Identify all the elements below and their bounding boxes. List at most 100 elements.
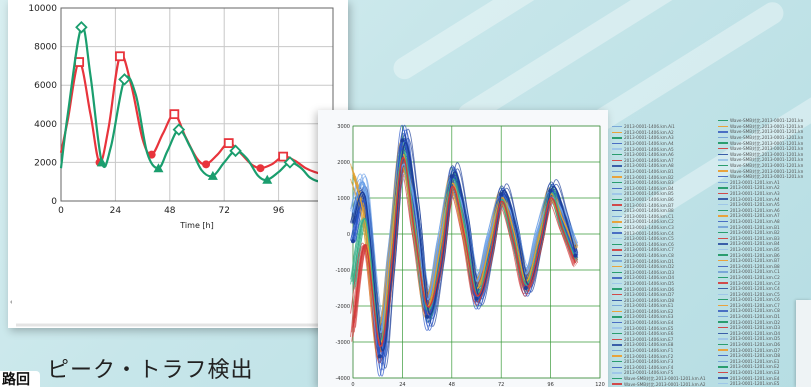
legend-label: 2013-0001-1406.km.F1 [624,348,674,354]
legend-swatch [612,305,622,307]
legend-label: 2013-0001-1406.km.D3 [624,269,675,275]
y-tick-label: -2000 [335,304,350,310]
legend-label: 2013-0001-1406.km.A2 [624,129,674,135]
legend-entry: 2013-0001-1406.km.C2 [612,219,710,225]
legend-label: 2013-0001-1406.km.D1 [624,258,675,264]
legend-entry: 2013-0001-1406.km.D3 [612,269,710,275]
legend-swatch [718,120,728,122]
legend-swatch [718,176,728,178]
legend-entry: 2013-0001-1406.km.C1 [612,214,710,220]
x-tick-label: 48 [449,382,455,387]
legend-entry: 2013-0001-1201.km.C4 [718,286,803,292]
legend-entry: 2013-0001-1406.km.D1 [612,258,710,264]
legend-swatch [612,210,622,212]
legend-swatch [612,383,622,385]
legend-entry: 2013-0001-1406.km.D2 [612,264,710,270]
legend-swatch [612,131,622,134]
x-tick-label: 72 [218,206,229,216]
legend-entry: Wave-SMB対比.2013-0001-1201.km.A3 [718,129,803,135]
legend-entry: 2013-0001-1406.km.E7 [612,337,710,343]
legend-label: 2013-0001-1201.km.D2 [730,319,781,325]
legend-label: 2013-0001-1201.km.A3 [730,191,780,197]
peak-marker [223,138,234,149]
legend-entry: Wave-SMB対比.2013-0001-1201.km.B2 [718,168,803,174]
legend-entry: 2013-0001-1201.km.C3 [718,280,803,286]
x-tick-label: 0 [351,382,354,387]
legend-label: 2013-0001-1406.km.C8 [624,252,674,258]
legend-label: 2013-0001-1406.km.B3 [624,180,674,186]
legend-label: 2013-0001-1201.km.D8 [730,353,781,359]
legend-entry: 2013-0001-1201.km.B6 [718,252,803,258]
legend-swatch [718,371,728,374]
legend-label: 2013-0001-1406.km.B4 [624,185,674,191]
legend-swatch [718,332,728,335]
legend-label: 2013-0001-1406.km.B8 [624,208,674,214]
legend-swatch [612,293,622,296]
extremum-marker [499,192,504,197]
legend-entry: 2013-0001-1406.km.E8 [612,342,710,348]
legend-entry: 2013-0001-1201.km.D6 [718,342,803,348]
legend-label: 2013-0001-1406.km.E6 [624,331,674,337]
trough-marker [202,160,211,169]
legend-entry: 2013-0001-1201.km.B1 [718,224,803,230]
legend-label: 2013-0001-1201.km.A2 [730,185,780,191]
legend-label: 2013-0001-1406.km.C1 [624,213,674,219]
legend-swatch [612,333,622,335]
third-window-edge [796,300,811,387]
legend-swatch [612,148,622,150]
legend-swatch [612,182,622,184]
legend-entry: 2013-0001-1406.km.C8 [612,253,710,259]
legend-swatch [718,153,728,156]
legend-label: 2013-0001-1201.km.B2 [730,230,780,236]
legend-swatch [612,126,622,128]
legend-entry: 2013-0001-1406.km.B5 [612,191,710,197]
legend-swatch [718,338,728,340]
legend-entry: 2013-0001-1201.km.A6 [718,208,803,214]
y-tick-label: 2000 [337,160,350,166]
legend-swatch [718,355,728,357]
legend-entry: 2013-0001-1201.km.B3 [718,235,803,241]
peak-marker [172,123,186,136]
legend-swatch [718,204,728,206]
legend-entry: 2013-0001-1201.km.B4 [718,241,803,247]
legend-entry: 2013-0001-1406.km.D5 [612,281,710,287]
legend-entry: 2013-0001-1201.km.C6 [718,297,803,303]
legend-entry: 2013-0001-1201.km.D5 [718,336,803,342]
legend-swatch [612,349,622,352]
legend-swatch [718,181,728,184]
legend-entry: Wave-SMB対比.2013-0001-1201.km.A1 [718,118,803,124]
legend-swatch [612,377,622,380]
legend-label: 2013-0001-1201.km.D7 [730,347,781,353]
legend-entry: 2013-0001-1201.km.A4 [718,196,803,202]
legend-swatch [718,231,728,234]
legend-column-1: 2013-0001-1406.km.Ai1 2013-0001-1406.km.A… [612,124,710,387]
legend-swatch [612,159,622,162]
peak-trough-chart: 0200040006000800010000024487296120Time [… [10,4,343,327]
legend-label: 2013-0001-1406.km.F3 [624,359,674,365]
trough-marker [207,170,218,180]
extremum-marker [400,138,405,143]
legend-swatch [718,304,728,307]
extremum-marker [523,286,528,290]
x-tick-label: 0 [58,206,64,216]
legend-swatch [718,125,728,128]
legend-label: 2013-0001-1406.km.F5 [624,370,674,376]
legend-entry: 2013-0001-1201.km.B2 [718,230,803,236]
legend-swatch [718,148,728,150]
legend-label: 2013-0001-1406.km.C3 [624,224,674,230]
legend-swatch [612,243,622,245]
legend-entry: 2013-0001-1201.km.C8 [718,308,803,314]
legend-label: 2013-0001-1406.km.B2 [624,174,674,180]
legend-entry: 2013-0001-1406.km.B4 [612,186,710,192]
peak-marker [283,156,297,169]
legend-swatch [612,260,622,262]
legend-swatch [718,349,728,351]
legend-label: 2013-0001-1201.km.B4 [730,241,780,247]
legend-entry: 2013-0001-1201.km.A5 [718,202,803,208]
legend-entry: 2013-0001-1201.km.C5 [718,291,803,297]
legend-label: 2013-0001-1201.km.E5 [730,381,780,387]
legend-swatch [718,293,728,295]
legend-swatch [718,265,728,267]
